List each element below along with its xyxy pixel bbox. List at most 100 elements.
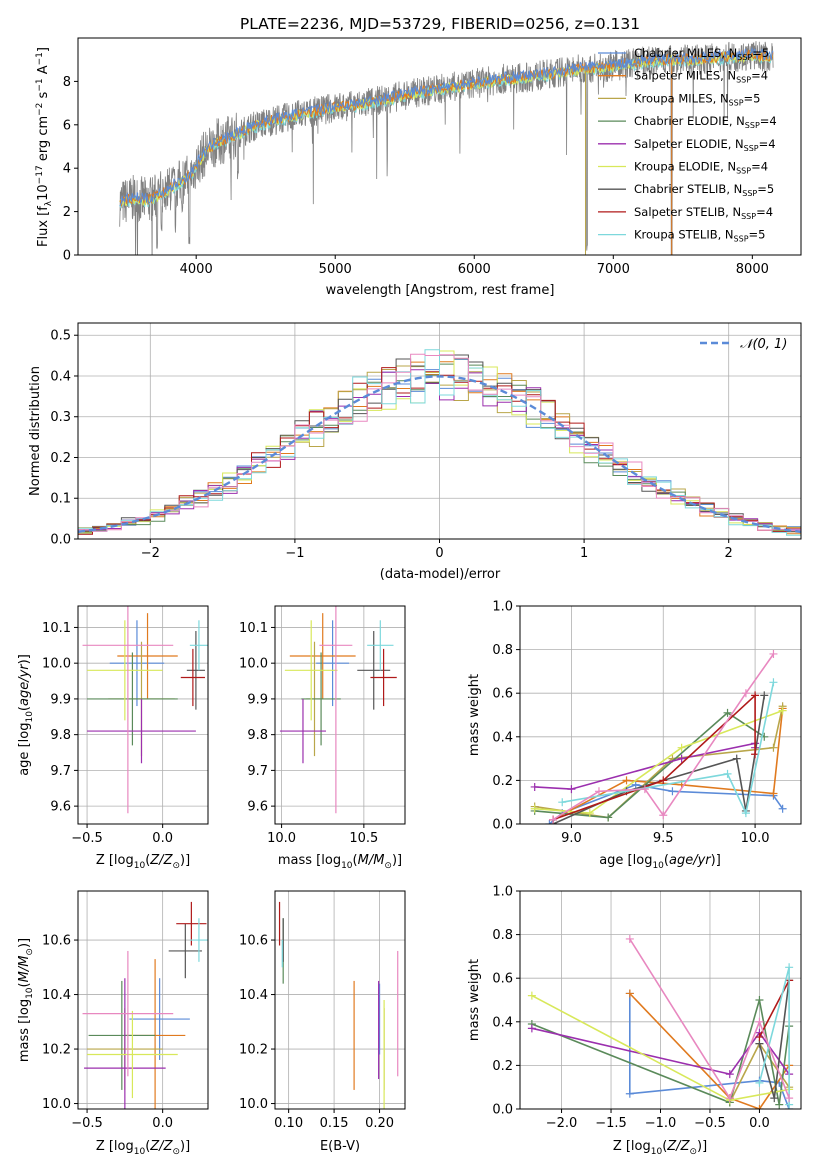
weight-marker	[723, 708, 732, 717]
weight-marker	[769, 678, 778, 687]
weight-marker	[677, 743, 686, 752]
axes-frame	[77, 37, 802, 256]
ytick-label: 9.6	[247, 800, 268, 815]
ytick-label: 0.4	[50, 369, 71, 384]
ytick-label: 9.9	[50, 692, 71, 707]
ytick-label: 0	[63, 249, 71, 264]
legend-entry: Kroupa MILES, NSSP=5	[634, 91, 760, 107]
xtick-label: 0.0	[152, 1116, 173, 1131]
xtick-label: 6000	[458, 262, 491, 277]
ytick-label: 0.2	[492, 774, 513, 789]
x-axis-label: Z [log10(Z/Z⊙)]	[613, 1139, 707, 1157]
plot-area	[278, 901, 399, 1109]
xtick-label: 9.5	[653, 831, 674, 846]
axes-age_vs_mass: 10.0 10.5 9.6 9.7 9.8 9.9 10.0 10.1	[239, 605, 406, 846]
ytick-label: 4	[63, 162, 71, 177]
legend-entry: Salpeter ELODIE, NSSP=4	[634, 137, 776, 153]
weight-marker	[755, 1033, 764, 1042]
weight-marker	[741, 689, 750, 698]
axes-frame	[274, 605, 406, 825]
weight-marker	[785, 1094, 794, 1103]
x-axis-label: mass [log10(M/M⊙)]	[278, 853, 402, 871]
weight-marker	[723, 769, 732, 778]
ytick-label: 9.8	[50, 728, 71, 743]
weight-marker	[725, 1070, 734, 1079]
xtick-label: 0.0	[749, 1116, 770, 1131]
weight-marker	[585, 809, 594, 818]
ytick-label: 0.1	[50, 492, 71, 507]
xtick-label: 0	[435, 546, 443, 561]
weight-marker	[770, 1094, 779, 1103]
legend-entry: Kroupa ELODIE, NSSP=4	[634, 160, 768, 176]
xtick-label: −2	[141, 546, 160, 561]
x-axis-label: wavelength [Angstrom, rest frame]	[326, 283, 555, 298]
weight-marker	[785, 963, 794, 972]
weight-marker	[558, 798, 567, 807]
xtick-label: 10.5	[349, 831, 378, 846]
ytick-label: 0.0	[492, 818, 513, 833]
xtick-label: 4000	[180, 262, 213, 277]
weight-line-kroupa_elodie	[534, 709, 783, 814]
legend-entry: 𝒩(0, 1)	[740, 337, 787, 352]
ytick-label: 10.0	[42, 1097, 71, 1112]
weight-marker	[755, 1078, 764, 1087]
weight-marker	[567, 785, 576, 794]
y-axis-label: mass [log10(M/M⊙)]	[17, 938, 35, 1062]
ytick-label: 10.6	[42, 934, 71, 949]
weight-line-pink	[629, 938, 790, 1100]
ytick-label: 10.0	[42, 657, 71, 672]
ytick-label: 1.0	[492, 600, 513, 615]
ytick-label: 0.0	[492, 1103, 513, 1118]
ytick-label: 0.6	[492, 972, 513, 987]
histogram-pink	[78, 353, 801, 532]
x-axis-label: E(B-V)	[320, 1139, 360, 1154]
ytick-label: 10.0	[239, 657, 268, 672]
axes-frame	[77, 890, 209, 1110]
weight-marker	[769, 743, 778, 752]
axes-age_vs_z: −0.5 0.0 9.6 9.7 9.8 9.9 10.0 10.1	[42, 605, 209, 846]
weight-marker	[677, 754, 686, 763]
xtick-label: −1.5	[595, 1116, 627, 1131]
x-axis-label: age [log10(age/yr)]	[599, 853, 721, 871]
weight-marker	[732, 754, 741, 763]
plot-area	[530, 649, 787, 824]
ytick-label: 10.2	[239, 1043, 268, 1058]
ytick-label: 6	[63, 118, 71, 133]
y-axis-label: mass weight	[467, 959, 482, 1041]
xtick-label: 0.20	[365, 1116, 394, 1131]
ytick-label: 10.2	[42, 1043, 71, 1058]
weight-marker	[530, 782, 539, 791]
xtick-label: 5000	[319, 262, 352, 277]
axes-mass_vs_ebv: 0.10 0.15 0.20 10.0 10.2 10.4 10.6	[239, 890, 406, 1131]
weight-marker	[668, 787, 677, 796]
x-axis-label: Z [log10(Z/Z⊙)]	[96, 853, 190, 871]
x-axis-label: (data-model)/error	[380, 567, 501, 582]
plot-area	[78, 349, 801, 536]
ytick-label: 10.6	[239, 934, 268, 949]
y-axis-label: mass weight	[467, 674, 482, 756]
xtick-label: 1	[580, 546, 588, 561]
normal-curve	[78, 375, 801, 534]
ytick-label: 0.6	[492, 687, 513, 702]
weight-marker	[751, 691, 760, 700]
axes-frame	[274, 890, 406, 1110]
legend-entry: Salpeter MILES, NSSP=4	[634, 69, 768, 85]
ytick-label: 1.0	[492, 885, 513, 900]
weight-marker	[631, 780, 640, 789]
ytick-label: 10.1	[239, 621, 268, 636]
model-line-chabrier_miles	[119, 46, 774, 207]
data-spectrum	[119, 41, 774, 255]
weight-marker	[769, 649, 778, 658]
weight-marker	[755, 1105, 764, 1109]
xtick-label: 8000	[736, 262, 769, 277]
axes-mass_vs_z: −0.5 0.0 10.0 10.2 10.4 10.6	[42, 890, 209, 1131]
xtick-label: −2.0	[546, 1116, 578, 1131]
weight-marker	[594, 787, 603, 796]
weight-marker	[659, 776, 668, 785]
weight-marker	[755, 1017, 764, 1026]
xtick-label: −0.5	[694, 1116, 726, 1131]
weight-marker	[778, 804, 787, 813]
xtick-label: −0.5	[71, 831, 103, 846]
ytick-label: 0.4	[492, 1015, 513, 1030]
